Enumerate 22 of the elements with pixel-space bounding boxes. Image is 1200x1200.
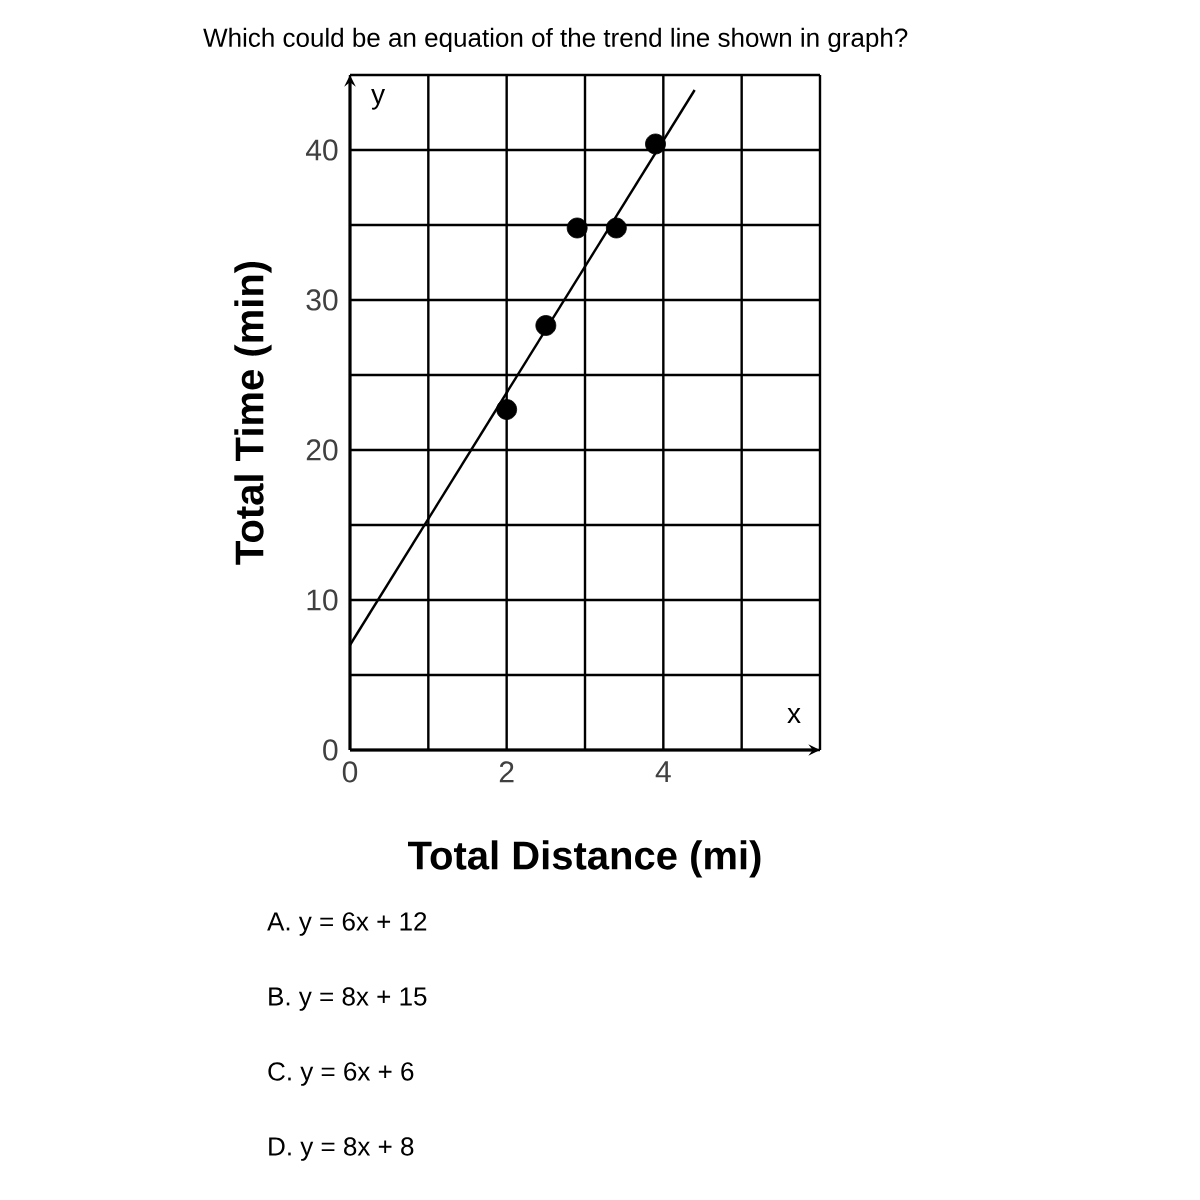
point — [535, 315, 557, 336]
text: B. y = 8x + 15 — [269, 987, 427, 1011]
annotation: x — [787, 708, 801, 723]
annotation: y — [371, 89, 386, 110]
text: A. y = 6x + 12 — [267, 912, 427, 936]
point — [645, 133, 666, 155]
y-tick-label: 30 — [306, 289, 338, 311]
x-tick-label: 0 — [342, 761, 358, 783]
point — [605, 217, 627, 239]
y-tick-label: 0 — [323, 739, 338, 761]
text: C. y = 6x + 6 — [268, 1062, 414, 1086]
point — [496, 399, 518, 420]
y-axis-title: Total Time (min) — [234, 261, 272, 565]
x-tick-label: 4 — [655, 761, 671, 782]
y-tick-label: 10 — [307, 589, 338, 611]
x-axis-title: Total Distance (mi) — [408, 840, 761, 878]
text: D. y = 8x + 8 — [269, 1137, 414, 1161]
x-tick-label: 2 — [499, 761, 514, 783]
point — [566, 217, 588, 239]
chart-title: Which could be an equation of the trend line shown in graph? — [203, 27, 908, 53]
y-tick-label: 40 — [305, 139, 338, 161]
y-tick-label: 20 — [306, 439, 338, 461]
